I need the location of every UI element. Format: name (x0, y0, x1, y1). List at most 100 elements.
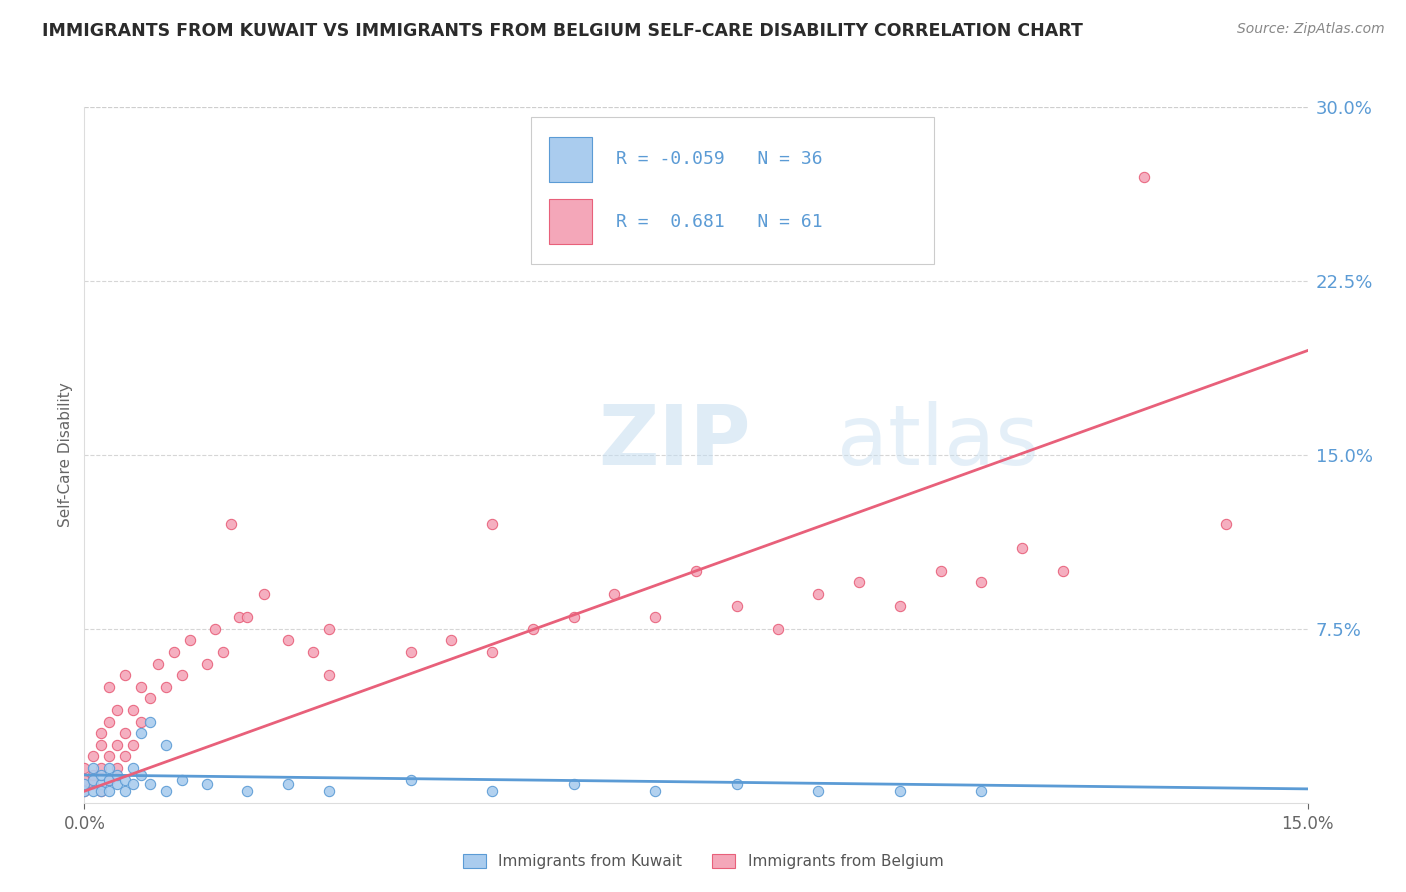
Point (219, 517, 242, 532)
Point (105, 761, 128, 775)
Point (97, 772, 120, 787)
Point (277, 633, 299, 648)
Point (1011, 541, 1033, 555)
Text: R = -0.059   N = 36: R = -0.059 N = 36 (616, 150, 823, 169)
Point (204, 622, 226, 636)
Point (172, 772, 194, 787)
Point (73, 784, 96, 798)
Point (114, 726, 136, 740)
Point (522, 622, 544, 636)
Point (848, 575, 870, 590)
Point (725, 777, 748, 791)
Point (131, 714, 153, 729)
Point (138, 714, 160, 729)
Point (82, 772, 104, 787)
Point (1133, 169, 1156, 184)
Point (82, 784, 104, 798)
Point (114, 749, 136, 764)
Point (114, 784, 136, 798)
Point (97, 714, 120, 729)
Text: R =  0.681   N = 61: R = 0.681 N = 61 (616, 213, 823, 231)
Point (73, 784, 96, 798)
Point (807, 587, 830, 601)
Point (644, 784, 666, 798)
Point (146, 657, 169, 671)
Point (155, 738, 177, 752)
Point (82, 777, 104, 791)
Point (73, 777, 96, 791)
Point (172, 668, 194, 682)
Text: IMMIGRANTS FROM KUWAIT VS IMMIGRANTS FROM BELGIUM SELF-CARE DISABILITY CORRELATI: IMMIGRANTS FROM KUWAIT VS IMMIGRANTS FRO… (42, 22, 1083, 40)
Point (114, 668, 136, 682)
Point (253, 587, 276, 601)
Point (970, 784, 993, 798)
Point (399, 645, 422, 659)
Point (562, 777, 585, 791)
Point (766, 622, 789, 636)
Point (318, 784, 340, 798)
Point (90, 738, 112, 752)
Point (122, 738, 145, 752)
Point (131, 726, 153, 740)
Point (82, 768, 104, 782)
Point (481, 784, 503, 798)
Point (277, 777, 299, 791)
Legend: Immigrants from Kuwait, Immigrants from Belgium: Immigrants from Kuwait, Immigrants from … (457, 848, 949, 875)
Point (90, 768, 112, 782)
Point (73, 761, 96, 775)
Point (105, 777, 128, 791)
Point (97, 749, 120, 764)
Text: Source: ZipAtlas.com: Source: ZipAtlas.com (1237, 22, 1385, 37)
Point (97, 761, 120, 775)
Point (1215, 517, 1237, 532)
Text: ZIP: ZIP (598, 401, 751, 482)
Point (1052, 564, 1074, 578)
Point (195, 777, 218, 791)
Point (90, 784, 112, 798)
Point (970, 575, 993, 590)
Point (73, 772, 96, 787)
Point (105, 768, 128, 782)
Point (481, 517, 503, 532)
Text: atlas: atlas (837, 401, 1039, 482)
Point (195, 657, 218, 671)
Point (155, 680, 177, 694)
Point (105, 703, 128, 717)
FancyBboxPatch shape (550, 136, 592, 182)
Point (82, 749, 104, 764)
Point (212, 645, 235, 659)
Point (440, 633, 463, 648)
Point (318, 668, 340, 682)
Point (228, 610, 250, 624)
Point (236, 610, 259, 624)
Point (90, 784, 112, 798)
Point (114, 772, 136, 787)
Point (301, 645, 323, 659)
Point (122, 761, 145, 775)
FancyBboxPatch shape (550, 199, 592, 244)
Point (131, 768, 153, 782)
Point (644, 610, 666, 624)
Point (138, 691, 160, 706)
Point (889, 599, 911, 613)
Point (889, 784, 911, 798)
Point (603, 587, 626, 601)
Point (105, 738, 128, 752)
Point (481, 645, 503, 659)
Point (562, 610, 585, 624)
Point (179, 633, 201, 648)
Point (122, 703, 145, 717)
Point (163, 645, 186, 659)
Point (90, 726, 112, 740)
Point (131, 680, 153, 694)
Point (97, 784, 120, 798)
Point (138, 777, 160, 791)
Point (90, 761, 112, 775)
Point (236, 784, 259, 798)
Point (155, 784, 177, 798)
Point (725, 599, 748, 613)
Y-axis label: Self-Care Disability: Self-Care Disability (58, 383, 73, 527)
Point (90, 777, 112, 791)
Point (82, 761, 104, 775)
Point (685, 564, 707, 578)
